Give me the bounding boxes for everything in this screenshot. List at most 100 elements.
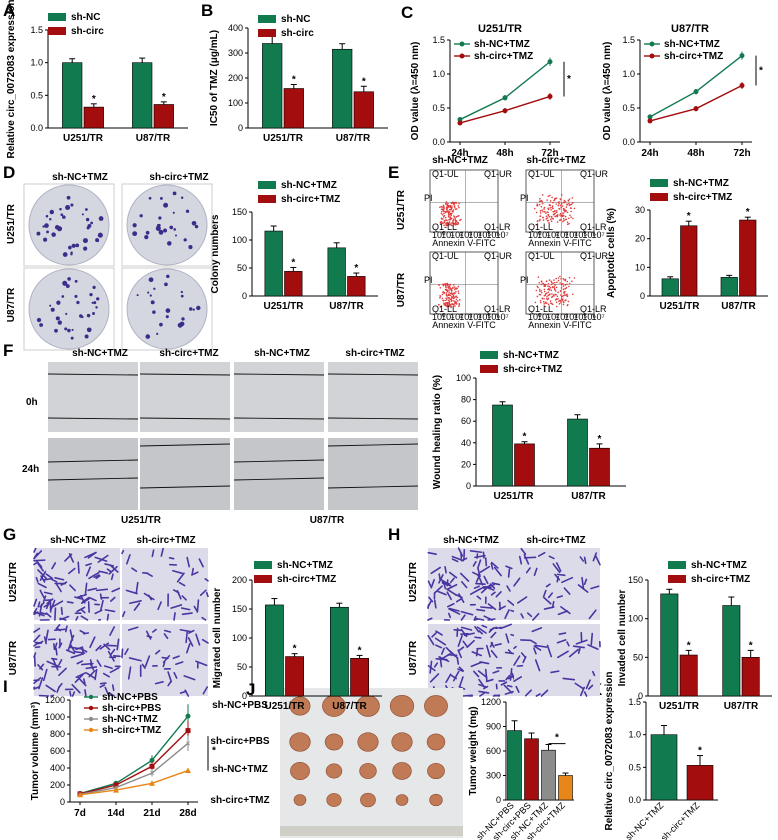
stained-cell (505, 674, 511, 681)
stained-cell (460, 626, 473, 631)
stained-cell (69, 584, 76, 592)
flow-dot (558, 201, 561, 203)
colony (188, 245, 193, 250)
flow-dot (439, 295, 441, 297)
flow-dot (539, 197, 541, 200)
flow-dot (446, 304, 449, 307)
colony (49, 209, 55, 215)
stained-cell (462, 640, 468, 647)
flow-xtick: 10⁷ (591, 312, 604, 322)
stained-cell (476, 595, 482, 600)
colony (70, 336, 74, 340)
flow-xtick: 10² (546, 230, 559, 240)
flow-dot (561, 295, 564, 297)
stained-cell (531, 627, 543, 633)
stained-cell (46, 598, 54, 605)
flow-dot (441, 213, 444, 216)
stained-cell (583, 556, 587, 565)
g-legend-label: sh-NC+TMZ (277, 560, 333, 571)
stained-cell (459, 676, 464, 687)
colony (188, 307, 193, 311)
flow-xtick: 10⁵ (477, 230, 491, 240)
flow-dot (563, 219, 565, 222)
d-bar (347, 276, 366, 297)
flow-quad-lr: Q1-LR (580, 304, 607, 314)
flow-dot (558, 302, 561, 305)
flow-dot (546, 199, 548, 201)
stained-cell (53, 643, 56, 651)
stained-cell (558, 632, 567, 635)
colony (150, 300, 155, 305)
stained-cell (103, 665, 113, 670)
flow-dot (538, 288, 541, 291)
stained-cell (33, 550, 43, 560)
flow-dot (559, 212, 562, 215)
colony (83, 246, 88, 251)
flow-xtick: 10¹ (537, 312, 550, 322)
transwell-image (514, 624, 600, 696)
flow-dot (460, 218, 462, 221)
stained-cell (67, 567, 76, 575)
stained-cell (201, 638, 209, 644)
f-ytick-label: 40 (461, 438, 471, 448)
flow-dot (448, 205, 450, 208)
flow-dot (550, 302, 552, 304)
flow-dot (549, 207, 552, 209)
i-xtick-label: 7d (74, 808, 86, 819)
flow-dot (562, 212, 564, 215)
flow-xtick: 10⁶ (486, 312, 500, 322)
stained-cell (458, 685, 466, 690)
e-legend-label: sh-circ+TMZ (673, 192, 732, 203)
colony (62, 215, 66, 219)
h-ytick-label: 150 (628, 575, 643, 585)
flow-dot (562, 277, 565, 280)
i-ytick-label: 600 (50, 746, 65, 756)
c2-ytick-label: 0.0 (622, 137, 635, 147)
stained-cell (154, 680, 164, 685)
flow-dot (450, 214, 453, 217)
flow-dot (565, 286, 568, 289)
flow-dot (555, 298, 558, 300)
flow-dot (451, 293, 453, 295)
flow-dot (549, 200, 552, 202)
stained-cell (176, 589, 182, 600)
flow-plot-nc-u87 (429, 251, 499, 315)
stained-cell (437, 590, 447, 596)
flow-dot (444, 211, 447, 214)
flow-dot (562, 303, 565, 306)
stained-cell (202, 686, 209, 695)
stained-cell (124, 648, 129, 656)
flow-dot (566, 221, 569, 224)
flow-dot (556, 215, 559, 217)
stained-cell (172, 655, 180, 660)
stained-cell (128, 657, 142, 662)
f-bar (514, 443, 535, 487)
flow-dot (458, 299, 461, 301)
flow-dot (568, 276, 571, 279)
stained-cell (42, 595, 47, 603)
colony (183, 238, 187, 242)
flow-xtick: 10⁵ (573, 230, 587, 240)
flow-dot (452, 219, 454, 222)
flow-dot (545, 218, 548, 220)
g-bar (264, 604, 284, 697)
flow-xtick: 10³ (555, 312, 568, 322)
c2-point (739, 83, 745, 89)
colony (70, 203, 74, 207)
stained-cell (145, 630, 152, 640)
c1-point (547, 93, 553, 99)
j-bar (507, 730, 522, 801)
flow-xtick: 10³ (459, 230, 472, 240)
c1-xtick-label: 72h (541, 148, 558, 159)
flow-dot (560, 206, 562, 208)
stained-cell (152, 628, 157, 633)
stained-cell (58, 642, 63, 649)
colony (158, 229, 164, 235)
stained-cell (474, 625, 480, 633)
stained-cell (108, 565, 118, 575)
d-bar (264, 230, 283, 297)
stained-cell (507, 599, 515, 607)
h-ytick-label: 100 (628, 614, 643, 624)
stained-cell (579, 556, 585, 562)
j-ytick-label: 1200 (481, 697, 501, 707)
